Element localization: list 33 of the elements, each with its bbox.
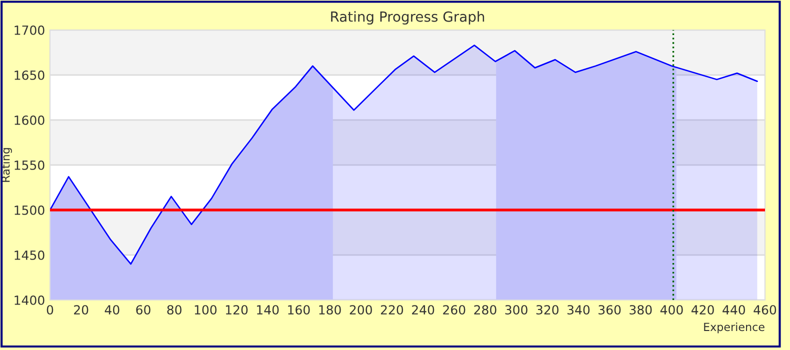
- chart-title: Rating Progress Graph: [331, 11, 484, 25]
- x-tick-label: 400: [660, 305, 683, 315]
- x-tick-label: 40: [104, 305, 120, 315]
- x-tick-label: 200: [350, 305, 372, 315]
- x-tick-label: 60: [136, 305, 150, 315]
- x-tick-label: 140: [257, 305, 279, 315]
- y-tick-label: 1650: [14, 70, 44, 80]
- x-tick-label: 340: [568, 305, 590, 315]
- x-tick-label: 0: [46, 305, 54, 315]
- x-tick-label: 120: [226, 305, 248, 315]
- x-tick-label: 260: [443, 305, 466, 315]
- y-tick-label: 1600: [14, 115, 44, 125]
- y-tick-label: 1400: [14, 295, 44, 305]
- x-tick-label: 300: [505, 305, 528, 315]
- y-tick-label: 1450: [14, 250, 44, 260]
- x-tick-label: 380: [630, 305, 652, 315]
- x-tick-label: 320: [536, 305, 558, 315]
- y-tick-label: 1500: [14, 205, 44, 215]
- x-tick-label: 20: [74, 305, 88, 315]
- x-tick-label: 80: [167, 305, 182, 315]
- x-tick-label: 180: [319, 305, 341, 315]
- x-tick-label: 440: [722, 305, 746, 315]
- x-axis-title: Experience: [704, 322, 764, 334]
- y-tick-label: 1550: [14, 160, 44, 170]
- x-tick-label: 220: [380, 305, 404, 315]
- y-tick-label: 1700: [14, 25, 44, 35]
- x-tick-label: 280: [474, 305, 496, 315]
- x-tick-label: 420: [692, 305, 714, 315]
- x-tick-label: 360: [598, 305, 621, 315]
- x-tick-label: 460: [754, 305, 776, 315]
- x-tick-label: 240: [412, 305, 434, 315]
- x-tick-label: 100: [194, 305, 217, 315]
- x-tick-label: 160: [288, 305, 310, 315]
